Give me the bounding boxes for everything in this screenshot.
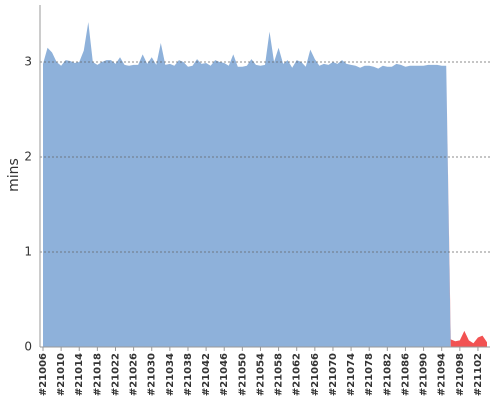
y-tick-label: 3 <box>24 55 32 69</box>
x-tick-label: #21010 <box>56 353 67 396</box>
x-tick-label: #21046 <box>219 353 230 396</box>
x-tick-label: #21066 <box>310 353 321 396</box>
x-tick-label: #21030 <box>147 353 158 396</box>
x-tick-label: #21094 <box>437 353 448 396</box>
x-tick-label: #21042 <box>201 353 212 396</box>
x-tick-label: #21018 <box>92 353 103 396</box>
x-tick-label: #21022 <box>110 353 121 396</box>
x-tick-label: #21006 <box>38 353 49 396</box>
x-tick-label: #21082 <box>382 353 393 396</box>
y-tick-label: 0 <box>24 340 32 354</box>
y-axis-label: mins <box>6 158 22 192</box>
x-tick-label: #21098 <box>455 353 466 396</box>
x-tick-label: #21062 <box>292 353 303 396</box>
y-tick-label: 2 <box>24 150 32 164</box>
x-tick-label: #21026 <box>129 353 140 396</box>
x-tick-label: #21102 <box>473 353 484 396</box>
x-tick-label: #21050 <box>237 353 248 396</box>
y-tick-label: 1 <box>24 245 32 259</box>
x-tick-label: #21086 <box>400 353 411 396</box>
x-tick-label: #21014 <box>74 353 85 396</box>
x-tick-label: #21034 <box>165 353 176 396</box>
x-tick-label: #21070 <box>328 353 339 396</box>
x-tick-label: #21058 <box>274 353 285 396</box>
x-tick-label: #21054 <box>255 353 266 396</box>
area <box>43 22 487 347</box>
x-tick-label: #21038 <box>183 353 194 396</box>
x-tick-label: #21090 <box>419 353 430 396</box>
x-tick-label: #21078 <box>364 353 375 396</box>
x-tick-label: #21074 <box>346 353 357 396</box>
